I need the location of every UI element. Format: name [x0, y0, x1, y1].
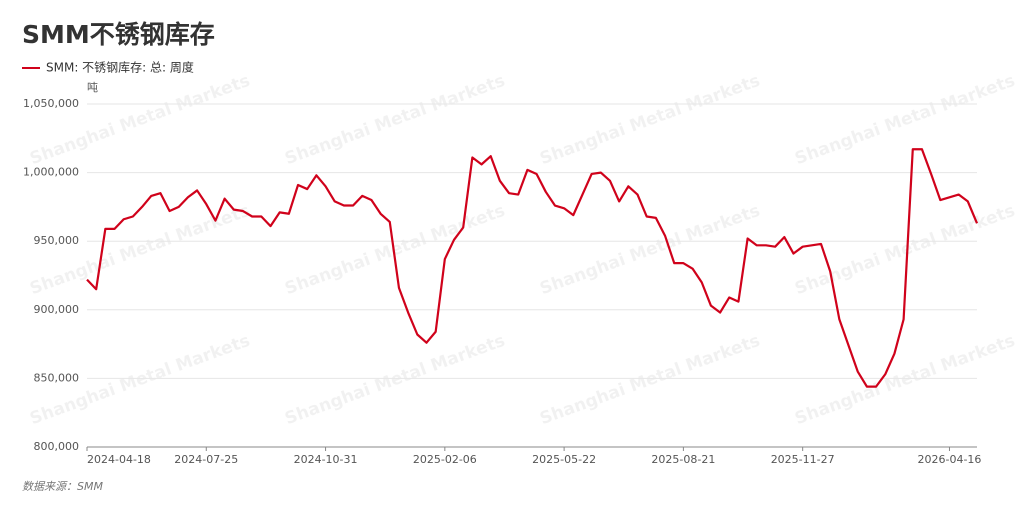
y-tick-label: 800,000	[34, 440, 80, 453]
x-tick-label: 2024-07-25	[174, 453, 238, 466]
watermark: Shanghai Metal Markets	[537, 331, 762, 429]
data-line	[86, 148, 979, 388]
watermark: Shanghai Metal Markets	[282, 71, 507, 169]
legend-label: SMM: 不锈钢库存: 总: 周度	[46, 60, 194, 75]
y-tick-label: 950,000	[34, 234, 80, 247]
y-tick-label: 1,000,000	[23, 166, 79, 179]
y-unit: 吨	[87, 81, 98, 94]
x-tick-label: 2025-08-21	[651, 453, 715, 466]
y-tick-label: 1,050,000	[23, 97, 79, 110]
watermark: Shanghai Metal Markets	[27, 71, 252, 169]
chart-title: SMM不锈钢库存	[22, 20, 215, 49]
source-note: 数据来源：SMM	[22, 480, 103, 493]
watermark: Shanghai Metal Markets	[27, 201, 252, 299]
x-tick-label: 2025-05-22	[532, 453, 596, 466]
x-tick-label: 2024-10-31	[294, 453, 358, 466]
watermark: Shanghai Metal Markets	[282, 331, 507, 429]
x-tick-label: 2024-04-18	[87, 453, 151, 466]
watermark: Shanghai Metal Markets	[537, 201, 762, 299]
x-tick-label: 2025-11-27	[771, 453, 835, 466]
x-tick-label: 2025-02-06	[413, 453, 477, 466]
x-tick-label: 2026-04-16	[918, 453, 982, 466]
y-tick-label: 850,000	[34, 371, 80, 384]
watermark: Shanghai Metal Markets	[792, 331, 1017, 429]
watermark: Shanghai Metal Markets	[282, 201, 507, 299]
watermark: Shanghai Metal Markets	[537, 71, 762, 169]
watermark: Shanghai Metal Markets	[792, 71, 1017, 169]
y-tick-label: 900,000	[34, 303, 80, 316]
watermarks: Shanghai Metal Markets Shanghai Metal Mar…	[27, 71, 1017, 429]
